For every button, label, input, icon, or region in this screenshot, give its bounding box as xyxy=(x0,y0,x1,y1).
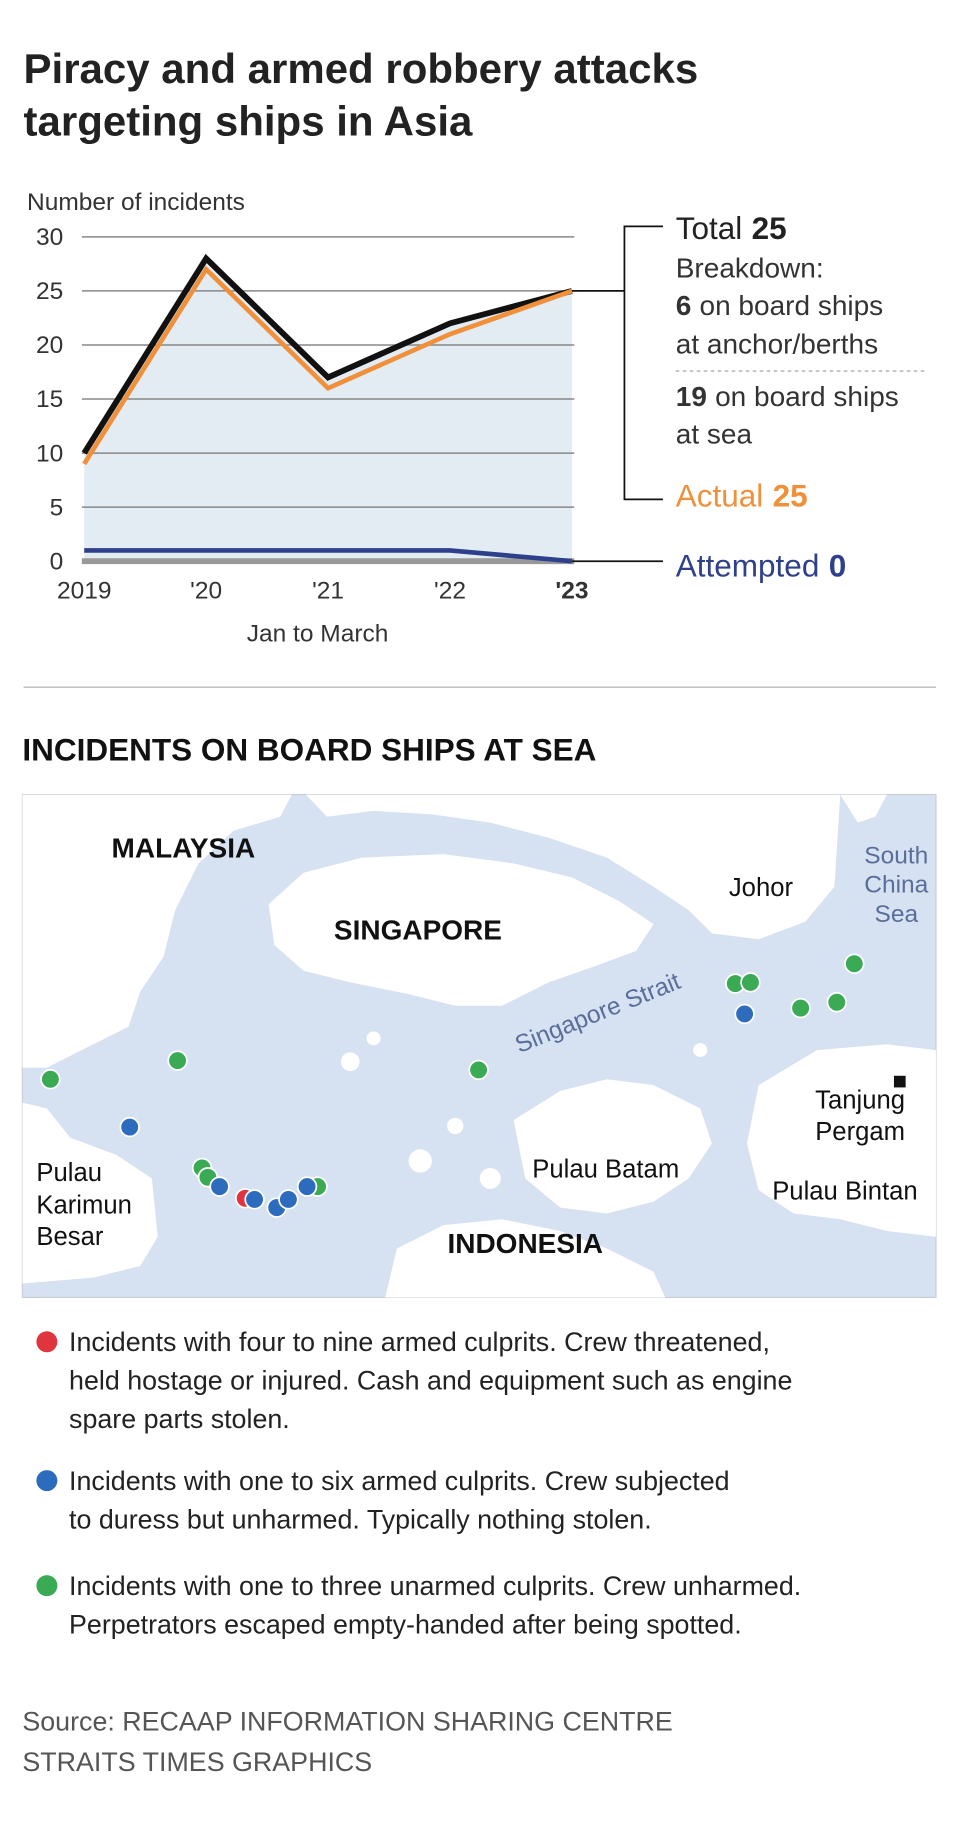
incident-dot xyxy=(296,1176,318,1197)
map-marker xyxy=(893,1075,906,1088)
incident-dots xyxy=(40,953,865,1218)
map-label: INDONESIA xyxy=(447,1228,603,1259)
incident-dot xyxy=(844,953,865,974)
map-label: China xyxy=(864,872,928,899)
incident-dot xyxy=(826,992,847,1013)
map-label: Karimun xyxy=(36,1191,132,1219)
legend-text: to duress but unharmed. Typically nothin… xyxy=(69,1504,652,1534)
y-tick-label: 0 xyxy=(50,548,64,575)
land xyxy=(840,794,887,823)
y-tick-label: 15 xyxy=(36,386,63,413)
source: Source: RECAAP INFORMATION SHARING CENTR… xyxy=(22,1706,672,1736)
series-label: Total 25 xyxy=(676,210,787,246)
series-label: Attempted 0 xyxy=(676,547,846,583)
breakdown-value: 6 xyxy=(676,290,692,321)
line xyxy=(81,253,573,455)
map-label: Pulau Bintan xyxy=(772,1177,917,1205)
breakdown-title: Breakdown: xyxy=(676,253,824,284)
incident-dot xyxy=(244,1189,265,1210)
legend-swatch xyxy=(36,1575,58,1597)
breakdown-line: 6 on board ships xyxy=(676,290,883,321)
breakdown-text: on board ships xyxy=(700,290,884,321)
source: STRAITS TIMES GRAPHICS xyxy=(22,1747,372,1777)
series-name: Total xyxy=(676,210,743,246)
island xyxy=(693,1043,708,1058)
legend-swatch xyxy=(36,1470,58,1492)
incident-dot xyxy=(278,1189,299,1210)
breakdown-line: at sea xyxy=(676,418,753,449)
x-axis-label: Jan to March xyxy=(247,621,389,648)
island xyxy=(447,1117,464,1135)
land xyxy=(746,1044,936,1237)
map: MALAYSIA SINGAPORE Johor South China Sea… xyxy=(21,793,937,1299)
y-axis-label: Number of incidents xyxy=(27,189,245,216)
legend: Incidents with four to nine armed culpri… xyxy=(36,1327,801,1639)
y-tick-label: 5 xyxy=(50,494,64,521)
incident-dot xyxy=(209,1176,230,1197)
map-label: Sea xyxy=(874,901,918,928)
land xyxy=(513,1079,712,1214)
map-label: South xyxy=(864,842,928,869)
land xyxy=(305,794,841,940)
map-label: MALAYSIA xyxy=(112,833,256,864)
map-label: SINGAPORE xyxy=(334,914,502,945)
breakdown-value: 19 xyxy=(676,381,707,412)
series-name: Actual xyxy=(676,477,764,513)
y-tick-label: 30 xyxy=(36,224,63,251)
series-name: Attempted xyxy=(676,547,820,583)
legend-text: Incidents with one to six armed culprits… xyxy=(69,1466,730,1496)
map-label: Johor xyxy=(729,874,794,902)
x-tick-label: '20 xyxy=(190,578,222,605)
breakdown-line: at anchor/berths xyxy=(676,329,878,360)
incident-dot xyxy=(740,972,761,993)
legend-text: spare parts stolen. xyxy=(69,1404,290,1434)
title: Piracy and armed robbery attacks xyxy=(24,45,699,92)
legend-text: Incidents with four to nine armed culpri… xyxy=(69,1327,770,1357)
legend-text: Perpetrators escaped empty-handed after … xyxy=(69,1609,742,1639)
line xyxy=(84,548,573,564)
land xyxy=(385,1219,666,1298)
land xyxy=(268,854,654,1006)
y-tick-label: 25 xyxy=(36,278,63,305)
series-value: 0 xyxy=(829,547,847,583)
land xyxy=(22,794,292,1068)
series-value: 25 xyxy=(773,477,808,513)
island xyxy=(479,1167,501,1189)
incident-dot xyxy=(40,1069,61,1090)
y-tick-label: 20 xyxy=(36,332,63,359)
map-label: Pulau Batam xyxy=(532,1155,679,1183)
series-label: Actual 25 xyxy=(676,477,808,513)
incident-dot xyxy=(790,997,811,1019)
map-title: INCIDENTS ON BOARD SHIPS AT SEA xyxy=(22,732,596,768)
series-value: 25 xyxy=(752,210,787,246)
x-tick-label: '22 xyxy=(434,578,466,605)
island xyxy=(408,1149,432,1173)
bracket xyxy=(623,225,663,501)
title: targeting ships in Asia xyxy=(24,97,473,144)
land xyxy=(22,1102,158,1284)
x-tick-label: '21 xyxy=(312,578,344,605)
area xyxy=(84,258,572,562)
x-tick-label: 2019 xyxy=(57,578,112,605)
incident-dot xyxy=(734,1003,755,1025)
line xyxy=(82,265,573,466)
island xyxy=(340,1052,360,1072)
x-tick-label: '23 xyxy=(555,578,588,605)
y-tick-label: 10 xyxy=(36,440,63,467)
map-label: Pergam xyxy=(815,1118,905,1146)
legend-swatch xyxy=(36,1331,58,1353)
island xyxy=(366,1031,381,1046)
incident-dot xyxy=(167,1050,188,1071)
breakdown-line: 19 on board ships xyxy=(676,381,899,412)
map-label: Pulau xyxy=(36,1159,102,1187)
legend-text: Incidents with one to three unarmed culp… xyxy=(69,1571,801,1601)
incident-dot xyxy=(468,1059,489,1081)
map-label: Tanjung xyxy=(815,1086,905,1114)
map-label: Besar xyxy=(36,1223,103,1251)
incident-dot xyxy=(119,1116,140,1138)
legend-text: held hostage or injured. Cash and equipm… xyxy=(69,1366,792,1396)
breakdown-text: on board ships xyxy=(715,381,899,412)
